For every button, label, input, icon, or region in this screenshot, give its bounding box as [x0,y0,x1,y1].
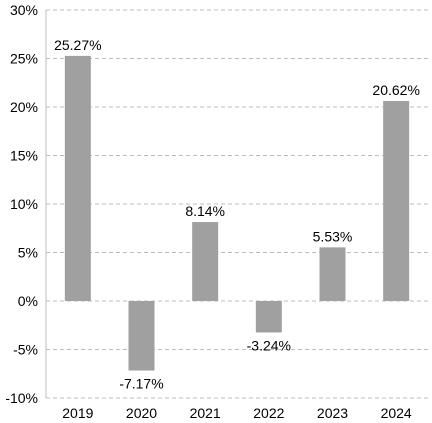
data-label: -7.17% [119,376,163,392]
y-tick-label: 15% [10,148,38,164]
x-axis: 2019 2020 2021 2022 2023 2024 [62,405,412,421]
bar-2022 [255,301,282,333]
y-tick-label: 20% [10,99,38,115]
bar-2020 [128,301,155,371]
y-tick-label: 25% [10,51,38,67]
y-tick-label: 0% [18,293,38,309]
y-tick-label: 30% [10,2,38,18]
bar-2023 [319,247,346,301]
y-axis: 30% 25% 20% 15% 10% 5% 0% -5% -10% [5,2,47,406]
x-tick-label: 2022 [253,405,284,421]
bar-2021 [192,222,219,301]
y-tick-label: -10% [5,390,38,406]
x-tick-label: 2019 [62,405,93,421]
gridlines [46,9,428,399]
data-label: -3.24% [247,337,291,353]
y-tick-label: -5% [13,342,38,358]
bar-2024 [383,100,410,302]
data-label: 5.53% [313,228,353,244]
bar-2019 [64,55,91,302]
data-label: 25.27% [54,37,101,53]
y-tick-label: 10% [10,196,38,212]
x-tick-label: 2024 [381,405,412,421]
data-label: 8.14% [185,203,225,219]
data-label: 20.62% [372,82,419,98]
x-tick-label: 2023 [317,405,348,421]
x-tick-label: 2021 [190,405,221,421]
x-tick-label: 2020 [126,405,157,421]
data-labels: 25.27% -7.17% 8.14% -3.24% 5.53% 20.62% [54,37,420,392]
bars [64,55,410,371]
y-tick-label: 5% [18,245,38,261]
